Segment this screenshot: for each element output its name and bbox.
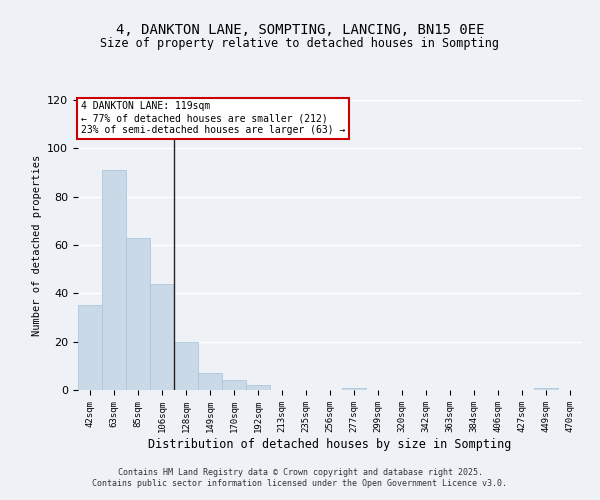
Bar [534, 388, 558, 390]
Bar [126, 238, 150, 390]
Bar [102, 170, 126, 390]
Bar [198, 373, 222, 390]
Text: 4, DANKTON LANE, SOMPTING, LANCING, BN15 0EE: 4, DANKTON LANE, SOMPTING, LANCING, BN15… [116, 22, 484, 36]
Bar [150, 284, 174, 390]
Bar [246, 385, 270, 390]
Bar [222, 380, 246, 390]
Text: 4 DANKTON LANE: 119sqm
← 77% of detached houses are smaller (212)
23% of semi-de: 4 DANKTON LANE: 119sqm ← 77% of detached… [80, 102, 345, 134]
X-axis label: Distribution of detached houses by size in Sompting: Distribution of detached houses by size … [148, 438, 512, 450]
Bar [342, 388, 366, 390]
Text: Contains HM Land Registry data © Crown copyright and database right 2025.
Contai: Contains HM Land Registry data © Crown c… [92, 468, 508, 487]
Y-axis label: Number of detached properties: Number of detached properties [32, 154, 41, 336]
Bar [78, 306, 102, 390]
Text: Size of property relative to detached houses in Sompting: Size of property relative to detached ho… [101, 38, 499, 51]
Bar [174, 342, 198, 390]
